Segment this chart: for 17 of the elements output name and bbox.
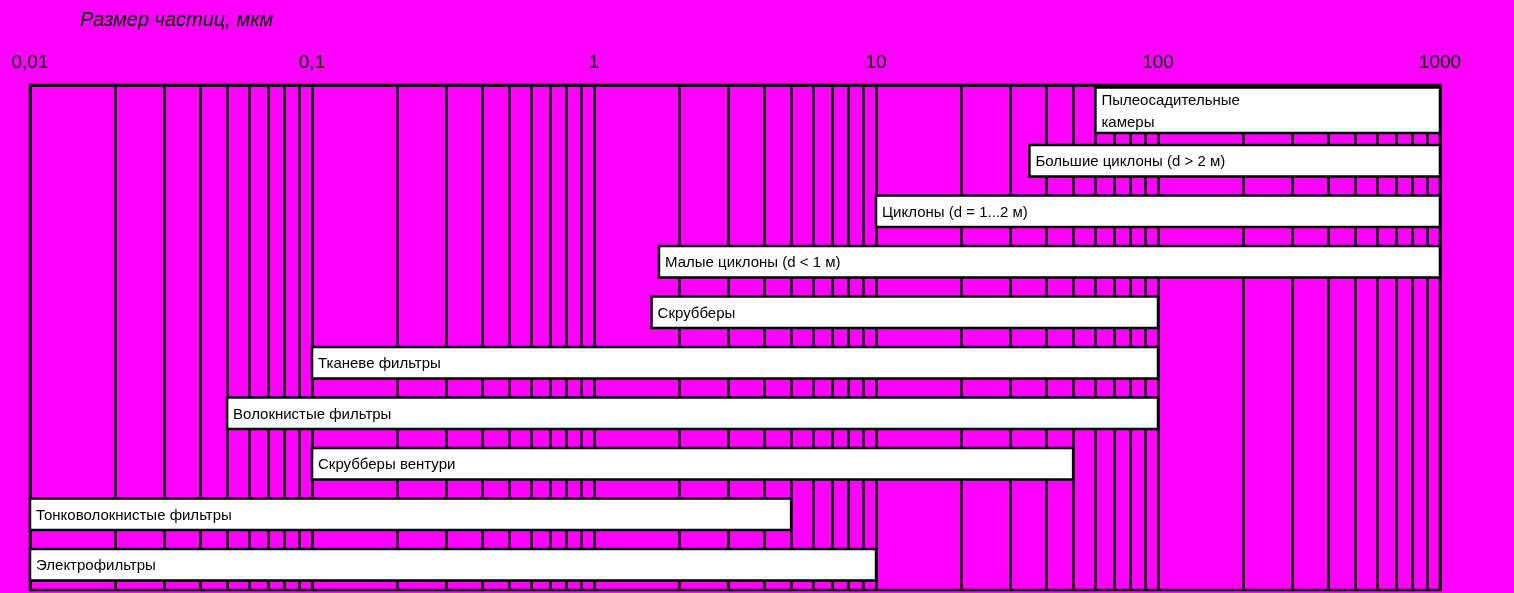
y-tick-label: Циклоны (d = 1...2 м) bbox=[882, 202, 1028, 220]
y-tick-label: Скрубберы bbox=[657, 303, 736, 321]
y-tick-label: Электрофильтры bbox=[36, 556, 156, 574]
y-tick-label: Большие циклоны (d > 2 м) bbox=[1035, 152, 1226, 170]
x-axis-title: Размер частиц, мкм bbox=[80, 8, 274, 30]
y-tick-label: Волокнистые фильтры bbox=[233, 404, 392, 422]
y-tick-label: Тканеве фильтры bbox=[318, 354, 441, 372]
x-tick-label: 1 bbox=[588, 51, 600, 72]
x-tick-label: 10 bbox=[865, 51, 887, 72]
x-tick-label: 100 bbox=[1142, 51, 1174, 72]
x-tick-label: 0,1 bbox=[298, 51, 326, 72]
x-tick-label: 1000 bbox=[1418, 51, 1462, 72]
y-tick-label: Скрубберы вентури bbox=[318, 455, 456, 473]
y-tick-label: Тонковолокнистые фильтры bbox=[36, 505, 232, 523]
y-tick-label: Пылеосадительные камеры bbox=[1101, 90, 1245, 130]
y-tick-label: Малые циклоны (d < 1 м) bbox=[664, 253, 841, 271]
x-tick-label: 0,01 bbox=[11, 51, 49, 72]
